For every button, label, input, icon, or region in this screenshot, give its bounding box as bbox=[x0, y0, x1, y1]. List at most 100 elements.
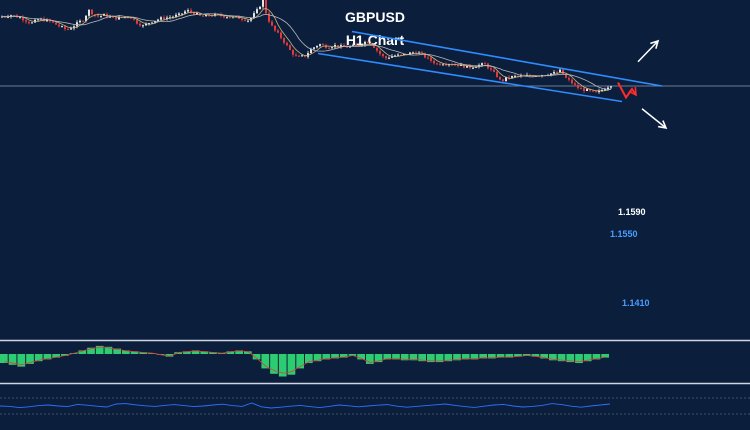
candle-body bbox=[385, 56, 387, 59]
candle-body bbox=[484, 63, 486, 65]
candle-body bbox=[85, 15, 87, 21]
candle-body bbox=[397, 54, 399, 56]
candle-body bbox=[31, 22, 33, 24]
histogram-bar bbox=[87, 347, 95, 354]
candle-body bbox=[565, 74, 567, 78]
candle-body bbox=[253, 13, 255, 19]
annotations bbox=[317, 30, 668, 130]
candle-body bbox=[64, 26, 66, 30]
histogram-bar bbox=[453, 354, 461, 361]
candle-body bbox=[433, 60, 435, 64]
histogram-bar bbox=[200, 351, 209, 354]
histogram-bar bbox=[78, 350, 87, 354]
projection-arrow-head-2 bbox=[657, 120, 668, 130]
candle-body bbox=[313, 47, 315, 49]
candle-body bbox=[145, 23, 147, 26]
histogram-bar bbox=[305, 354, 313, 363]
candle-body bbox=[166, 17, 168, 20]
projection-arrow-2 bbox=[641, 108, 667, 129]
candle-body bbox=[328, 47, 330, 49]
candle-body bbox=[280, 32, 282, 39]
candle-body bbox=[79, 20, 81, 23]
candle-body bbox=[190, 10, 192, 13]
histogram-bar bbox=[331, 354, 339, 359]
candle-body bbox=[274, 25, 276, 31]
candle-body bbox=[454, 64, 456, 66]
candle-body bbox=[388, 57, 390, 59]
histogram-bar bbox=[557, 354, 566, 362]
oscillator-panel bbox=[0, 402, 611, 409]
candle-body bbox=[307, 53, 309, 57]
candle-body bbox=[148, 23, 150, 25]
channel-lower-line bbox=[317, 52, 623, 103]
candle-body bbox=[463, 64, 465, 68]
candle-body bbox=[142, 25, 144, 27]
histogram-bar bbox=[139, 352, 148, 354]
candle-body bbox=[364, 41, 366, 45]
candle-body bbox=[226, 17, 228, 19]
histogram-bar bbox=[496, 354, 505, 358]
candle-body bbox=[352, 44, 354, 47]
candle-body bbox=[163, 17, 165, 20]
candle-body bbox=[169, 17, 171, 19]
candle-body bbox=[229, 17, 231, 19]
candle-body bbox=[136, 19, 138, 24]
candle-body bbox=[382, 54, 384, 57]
histogram-bar bbox=[270, 354, 278, 374]
candle-body bbox=[508, 76, 510, 78]
candle-body bbox=[193, 12, 195, 15]
candle-body bbox=[292, 49, 294, 55]
histogram-bar bbox=[522, 354, 531, 356]
histogram-bar bbox=[130, 351, 139, 354]
histogram-bar bbox=[601, 354, 609, 358]
candle-body bbox=[583, 88, 585, 91]
histogram-bar bbox=[235, 350, 243, 354]
projection-arrow-1 bbox=[637, 40, 659, 63]
candle-body bbox=[538, 75, 540, 77]
candle-body bbox=[586, 89, 588, 91]
moving-average-slow bbox=[1, 13, 612, 90]
candle-body bbox=[472, 67, 474, 69]
histogram-bar bbox=[514, 354, 522, 357]
candle-body bbox=[592, 90, 594, 92]
level-label-1410: 1.1410 bbox=[622, 298, 650, 308]
candle-body bbox=[286, 42, 288, 46]
candle-body bbox=[298, 55, 300, 57]
candle-body bbox=[112, 16, 114, 18]
candle-body bbox=[178, 13, 180, 15]
candle-body bbox=[490, 68, 492, 70]
candle-body bbox=[130, 17, 132, 19]
histogram-bar bbox=[400, 354, 409, 361]
candle-body bbox=[187, 10, 189, 12]
candle-body bbox=[607, 87, 609, 90]
histogram-bar bbox=[191, 350, 200, 354]
candle-body bbox=[511, 76, 513, 78]
candle-body bbox=[322, 44, 324, 46]
candle-body bbox=[610, 86, 612, 88]
candle-body bbox=[556, 72, 558, 74]
candle-body bbox=[184, 11, 186, 14]
candle-body bbox=[469, 65, 471, 69]
histogram-bar bbox=[34, 354, 43, 362]
histogram-bar bbox=[244, 351, 252, 354]
histogram-bar bbox=[17, 354, 26, 367]
histogram-bar bbox=[296, 354, 304, 369]
candle-body bbox=[283, 38, 285, 43]
level-label-1590: 1.1590 bbox=[618, 207, 646, 217]
candle-body bbox=[211, 15, 213, 17]
candle-body bbox=[436, 63, 438, 65]
candle-body bbox=[553, 72, 555, 74]
candle-body bbox=[337, 44, 339, 48]
histogram-bar bbox=[183, 351, 191, 354]
candle-body bbox=[400, 54, 402, 56]
histogram-bar bbox=[165, 354, 174, 357]
candle-body bbox=[310, 48, 312, 54]
candle-body bbox=[466, 65, 468, 68]
candle-body bbox=[19, 17, 21, 19]
candle-body bbox=[241, 18, 243, 20]
candle-body bbox=[580, 88, 582, 90]
candle-body bbox=[502, 79, 504, 82]
candle-body bbox=[424, 53, 426, 58]
histogram-bar bbox=[566, 354, 575, 363]
